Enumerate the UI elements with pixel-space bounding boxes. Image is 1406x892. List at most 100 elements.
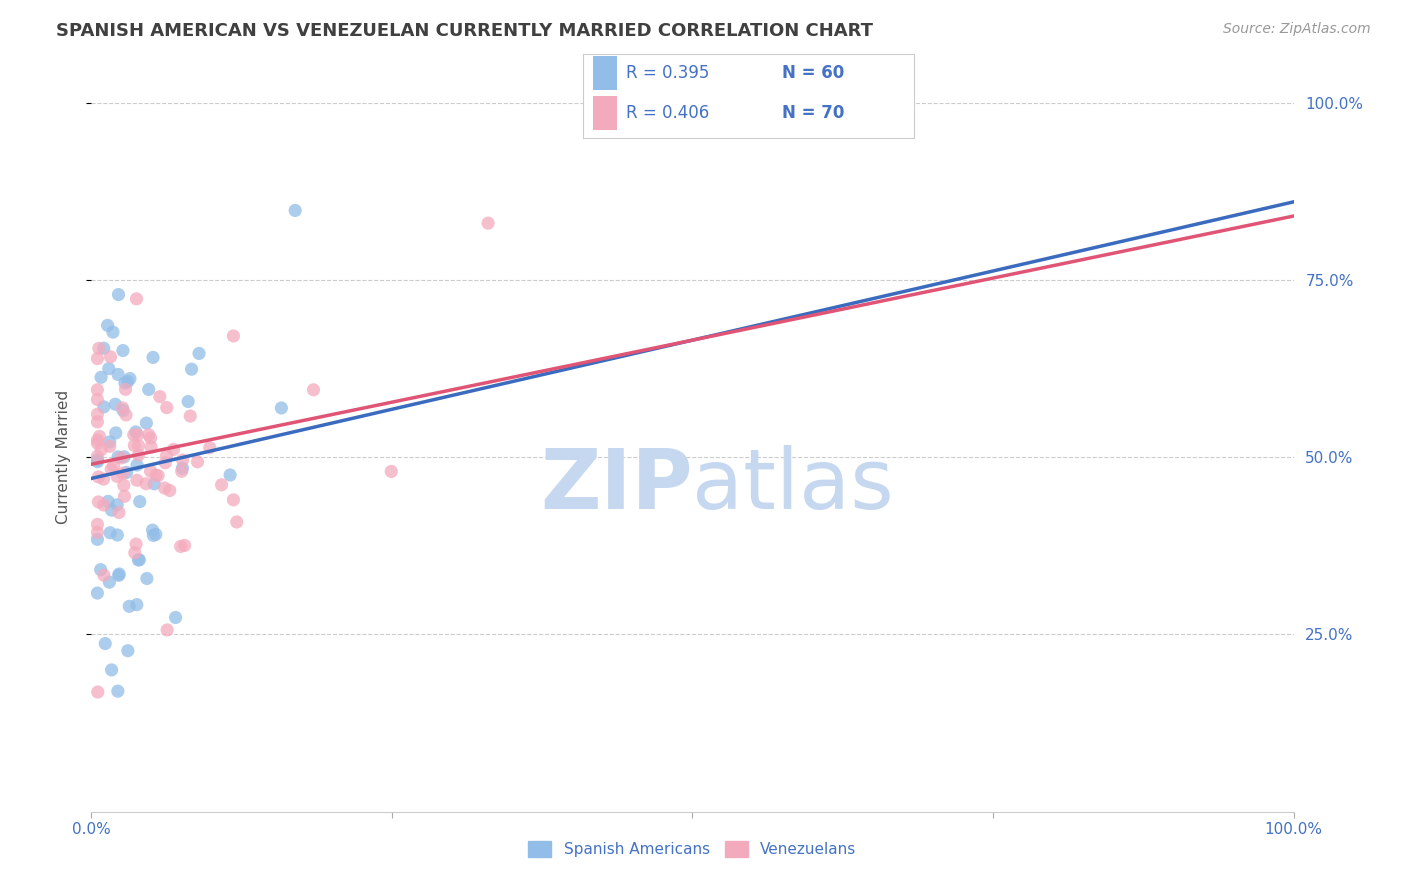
Point — [284, 203, 307, 218]
Point — [198, 441, 221, 455]
Point — [110, 450, 132, 465]
Point — [128, 448, 150, 462]
Point — [100, 663, 122, 677]
Point — [117, 643, 139, 657]
Point — [125, 292, 148, 306]
Point — [142, 351, 165, 365]
Point — [86, 525, 108, 540]
Point — [97, 318, 120, 333]
Point — [86, 433, 108, 447]
Point — [86, 407, 108, 421]
Point — [115, 408, 138, 422]
Point — [101, 325, 124, 339]
Point — [90, 370, 112, 384]
Point — [90, 563, 112, 577]
Point — [108, 506, 131, 520]
Point — [222, 329, 245, 343]
Point — [107, 568, 129, 582]
Point — [107, 287, 129, 301]
Point — [125, 458, 148, 472]
Point — [111, 401, 134, 415]
Point — [124, 546, 146, 560]
Bar — [593, 56, 616, 90]
Point — [125, 473, 148, 487]
Point — [87, 495, 110, 509]
Point — [159, 483, 181, 498]
Text: SPANISH AMERICAN VS VENEZUELAN CURRENTLY MARRIED CORRELATION CHART: SPANISH AMERICAN VS VENEZUELAN CURRENTLY… — [56, 22, 873, 40]
Point — [124, 438, 146, 452]
Point — [86, 383, 108, 397]
Point — [103, 458, 125, 473]
Point — [100, 503, 122, 517]
Point — [98, 525, 121, 540]
Point — [111, 343, 134, 358]
Point — [86, 450, 108, 464]
Point — [138, 383, 160, 397]
Point — [219, 468, 242, 483]
Point — [105, 528, 128, 542]
Point — [93, 472, 115, 486]
Point — [114, 376, 136, 390]
Point — [86, 517, 108, 532]
Text: N = 60: N = 60 — [782, 64, 844, 82]
Point — [107, 450, 129, 464]
Point — [156, 623, 179, 637]
Point — [145, 468, 167, 483]
Point — [105, 469, 128, 483]
Point — [115, 466, 138, 480]
Point — [169, 540, 191, 554]
Point — [122, 428, 145, 442]
Point — [104, 425, 127, 440]
Point — [173, 538, 195, 552]
Point — [135, 572, 157, 586]
Point — [94, 636, 117, 650]
Point — [128, 494, 150, 508]
Point — [125, 537, 148, 551]
Point — [112, 478, 135, 492]
Point — [114, 489, 136, 503]
Point — [162, 442, 184, 457]
Point — [93, 400, 115, 414]
Point — [380, 464, 402, 478]
Text: Source: ZipAtlas.com: Source: ZipAtlas.com — [1223, 22, 1371, 37]
Point — [87, 342, 110, 356]
Point — [135, 476, 157, 491]
Point — [141, 523, 163, 537]
Point — [105, 498, 128, 512]
Point — [127, 428, 149, 442]
Point — [86, 436, 108, 450]
Point — [172, 461, 194, 475]
Point — [139, 464, 162, 478]
Point — [186, 455, 208, 469]
Point — [172, 453, 194, 467]
Point — [117, 375, 139, 389]
Point — [142, 528, 165, 542]
Text: R = 0.395: R = 0.395 — [627, 64, 710, 82]
Point — [155, 456, 177, 470]
Point — [139, 440, 162, 454]
Point — [302, 383, 325, 397]
Point — [165, 610, 187, 624]
Point — [188, 346, 211, 360]
Point — [93, 498, 115, 512]
Point — [156, 401, 179, 415]
Point — [97, 361, 120, 376]
Point — [86, 392, 108, 407]
Point — [86, 453, 108, 467]
Point — [128, 439, 150, 453]
Point — [100, 462, 122, 476]
Point — [98, 575, 121, 590]
Point — [145, 527, 167, 541]
Point — [98, 439, 121, 453]
Point — [86, 351, 108, 366]
Point — [170, 464, 193, 478]
Point — [153, 481, 176, 495]
Point — [93, 568, 115, 582]
Point — [155, 449, 177, 463]
Point — [222, 492, 245, 507]
Point — [125, 598, 148, 612]
Point — [107, 684, 129, 698]
Y-axis label: Currently Married: Currently Married — [56, 390, 70, 524]
Point — [146, 468, 169, 483]
Point — [128, 553, 150, 567]
